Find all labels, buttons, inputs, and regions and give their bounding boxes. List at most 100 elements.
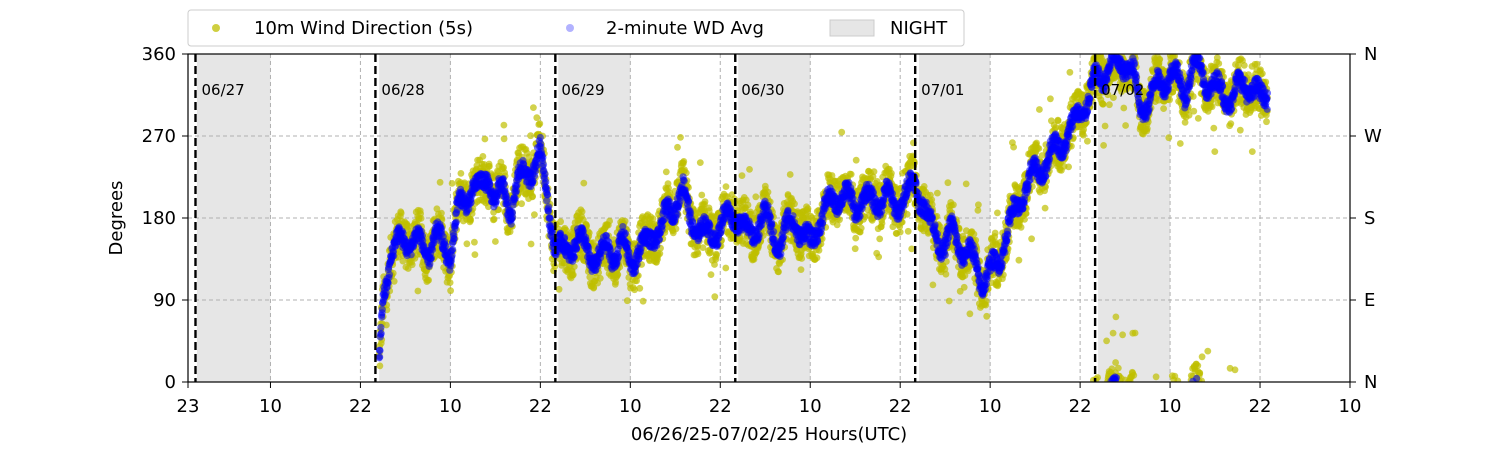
data-point	[676, 197, 684, 205]
data-point	[624, 240, 632, 248]
data-point	[631, 286, 638, 294]
data-point	[1114, 364, 1122, 372]
data-point	[904, 227, 912, 235]
data-point	[707, 271, 715, 278]
data-point	[847, 170, 855, 178]
data-point	[390, 277, 398, 285]
data-point	[746, 166, 753, 173]
data-point	[870, 168, 878, 176]
data-point	[1160, 105, 1167, 112]
data-point	[1109, 329, 1117, 337]
data-point	[804, 205, 812, 212]
data-point	[633, 277, 640, 285]
data-point	[1035, 145, 1043, 152]
data-point	[707, 249, 714, 256]
data-point	[1112, 313, 1120, 321]
data-point	[1211, 148, 1219, 156]
data-point	[450, 235, 458, 243]
data-point	[797, 266, 805, 273]
data-point	[467, 217, 474, 224]
data-point	[467, 199, 475, 207]
data-point	[711, 293, 719, 301]
data-point	[383, 321, 390, 329]
data-point	[1253, 60, 1261, 68]
data-point	[934, 189, 941, 197]
data-point	[929, 281, 937, 289]
data-point	[813, 254, 821, 262]
data-point	[1263, 118, 1270, 126]
data-point	[1010, 143, 1017, 151]
data-point	[378, 305, 386, 313]
data-point	[960, 283, 968, 291]
data-point	[649, 215, 657, 223]
data-point	[529, 192, 536, 200]
data-point	[696, 159, 704, 167]
data-point	[481, 135, 489, 143]
data-point	[1198, 353, 1206, 361]
data-point	[1028, 235, 1035, 243]
data-point	[586, 273, 594, 281]
data-points	[375, 54, 1272, 382]
data-point	[509, 213, 517, 221]
data-point	[1119, 331, 1126, 339]
data-point	[1156, 55, 1164, 63]
data-point	[944, 179, 952, 187]
data-point	[428, 246, 437, 254]
data-point	[471, 251, 479, 258]
data-point	[1176, 140, 1184, 147]
data-point	[376, 362, 384, 370]
data-point	[399, 257, 407, 265]
data-point	[744, 201, 752, 209]
data-point	[722, 264, 730, 272]
data-point	[438, 209, 445, 217]
data-point	[536, 120, 544, 128]
data-point	[1066, 68, 1074, 76]
data-point	[569, 271, 577, 279]
data-point	[578, 208, 586, 216]
data-point	[492, 238, 499, 245]
data-point	[376, 347, 384, 355]
data-point	[852, 156, 860, 164]
data-point	[764, 188, 772, 196]
data-point	[376, 353, 384, 361]
data-point	[442, 242, 450, 250]
data-point	[1017, 223, 1025, 231]
data-point	[1210, 124, 1218, 132]
data-point	[770, 228, 778, 236]
data-point	[1165, 134, 1173, 142]
data-point	[500, 180, 508, 188]
data-point	[672, 225, 680, 233]
data-point	[755, 231, 763, 239]
data-point	[408, 261, 416, 269]
data-point	[1100, 142, 1107, 149]
data-point	[875, 253, 883, 261]
data-point	[1258, 70, 1266, 77]
data-point	[1106, 101, 1113, 109]
data-point	[500, 121, 508, 129]
data-point	[457, 170, 465, 177]
data-point	[518, 200, 525, 208]
data-point	[950, 201, 957, 209]
data-point	[636, 284, 644, 292]
data-point	[851, 245, 859, 253]
data-point	[791, 200, 798, 208]
data-point	[377, 329, 385, 337]
data-point	[1215, 60, 1223, 67]
data-point	[573, 244, 581, 252]
data-point	[1084, 137, 1091, 145]
data-point	[417, 215, 425, 222]
data-point	[448, 180, 456, 187]
data-point	[838, 128, 846, 136]
data-point	[479, 153, 487, 160]
data-point	[662, 168, 670, 176]
data-point	[500, 135, 508, 143]
data-point	[1103, 337, 1110, 345]
data-point	[570, 263, 578, 270]
data-point	[975, 201, 982, 209]
data-point	[539, 153, 547, 161]
data-point	[606, 217, 613, 225]
data-point	[1204, 347, 1212, 355]
data-point	[1054, 117, 1062, 125]
data-point	[1130, 371, 1138, 379]
data-point	[680, 177, 688, 185]
